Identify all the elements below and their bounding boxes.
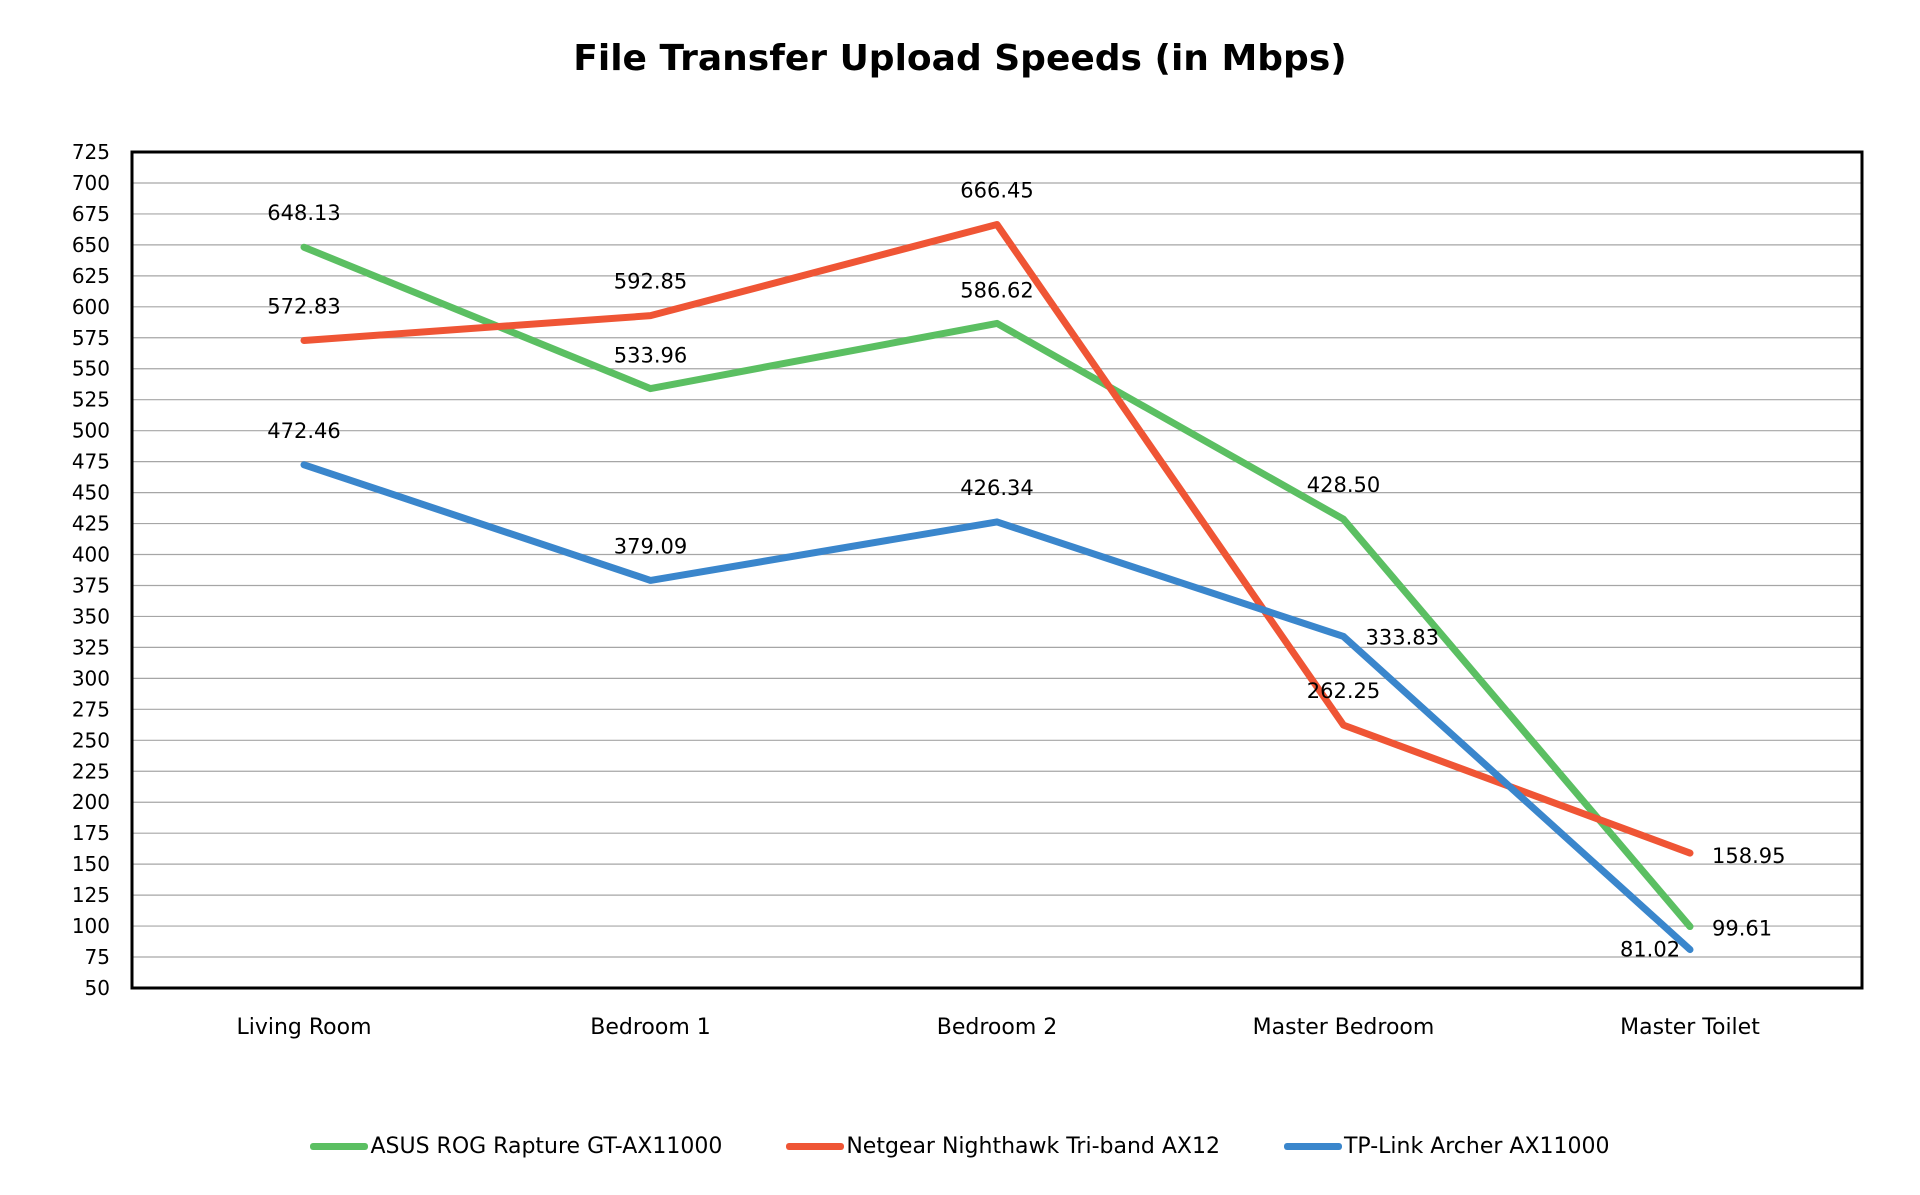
data-label: 379.09 (614, 534, 687, 558)
legend-label: Netgear Nighthawk Tri-band AX12 (846, 1133, 1220, 1159)
data-label: 158.95 (1712, 844, 1785, 868)
x-tick-label: Bedroom 2 (937, 1015, 1058, 1040)
data-label: 586.62 (960, 278, 1033, 302)
series-line (300, 221, 1694, 857)
y-tick-label: 425 (72, 512, 110, 536)
y-tick-label: 225 (72, 759, 110, 783)
data-label: 99.61 (1712, 917, 1772, 941)
y-tick-label: 275 (72, 697, 110, 721)
y-tick-label: 125 (72, 883, 110, 907)
legend-item: TP-Link Archer AX11000 (1283, 1133, 1610, 1159)
y-tick-label: 500 (72, 419, 110, 443)
y-tick-label: 700 (72, 171, 110, 195)
data-label: 428.50 (1307, 473, 1380, 497)
chart-title: File Transfer Upload Speeds (in Mbps) (573, 38, 1347, 79)
y-tick-label: 575 (72, 326, 110, 350)
y-tick-label: 475 (72, 450, 110, 474)
series-line (300, 461, 1694, 954)
x-tick-label: Bedroom 1 (590, 1015, 711, 1040)
y-tick-label: 250 (72, 728, 110, 752)
x-tick-label: Living Room (236, 1015, 371, 1040)
legend-label: ASUS ROG Rapture GT-AX11000 (370, 1133, 723, 1159)
y-tick-label: 400 (72, 543, 110, 567)
y-tick-label: 600 (72, 295, 110, 319)
y-tick-label: 650 (72, 233, 110, 257)
series-lines (300, 221, 1694, 954)
y-tick-label: 725 (72, 140, 110, 164)
data-label: 426.34 (960, 476, 1033, 500)
data-label: 533.96 (614, 344, 687, 368)
y-tick-label: 100 (72, 914, 110, 938)
y-axis-ticks: 50 75 100 125 150 175 200 225 250 275 300 325 350 375… (72, 140, 110, 1000)
y-tick-label: 200 (72, 790, 110, 814)
data-label: 572.83 (267, 294, 340, 318)
y-tick-label: 350 (72, 604, 110, 628)
y-tick-label: 75 (85, 945, 110, 969)
data-label: 333.83 (1366, 625, 1439, 649)
y-tick-label: 50 (85, 976, 110, 1000)
data-label: 262.25 (1307, 679, 1380, 703)
y-tick-label: 375 (72, 573, 110, 597)
y-tick-label: 300 (72, 666, 110, 690)
y-tick-label: 450 (72, 481, 110, 505)
legend-item: ASUS ROG Rapture GT-AX11000 (310, 1134, 722, 1159)
data-labels: 648.13 533.96 586.62 428.50 99.61 572.83 592.8… (267, 179, 1785, 962)
y-tick-label: 675 (72, 202, 110, 226)
y-tick-label: 325 (72, 635, 110, 659)
legend-swatch (1283, 1142, 1342, 1150)
legend-swatch (310, 1142, 369, 1150)
data-label: 592.85 (614, 270, 687, 294)
data-label: 666.45 (960, 179, 1033, 203)
data-label: 472.46 (267, 419, 340, 443)
x-axis-ticks: Living Room Bedroom 1 Bedroom 2 Master Bedr… (236, 1015, 1760, 1040)
y-tick-label: 175 (72, 821, 110, 845)
legend-label: TP-Link Archer AX11000 (1343, 1133, 1610, 1159)
x-tick-label: Master Toilet (1620, 1015, 1760, 1040)
legend: ASUS ROG Rapture GT-AX11000 Netgear Night… (0, 1126, 1920, 1166)
plot-area-border (130, 150, 1864, 990)
legend-item: Netgear Nighthawk Tri-band AX12 (786, 1134, 1220, 1159)
y-tick-label: 625 (72, 264, 110, 288)
y-tick-label: 550 (72, 357, 110, 381)
y-tick-label: 525 (72, 388, 110, 412)
x-tick-label: Master Bedroom (1253, 1015, 1435, 1040)
data-label: 81.02 (1620, 938, 1680, 962)
legend-swatch (786, 1142, 845, 1150)
series-line (300, 243, 1694, 931)
y-tick-label: 150 (72, 852, 110, 876)
data-label: 648.13 (267, 201, 340, 225)
gridlines (132, 151, 1862, 989)
